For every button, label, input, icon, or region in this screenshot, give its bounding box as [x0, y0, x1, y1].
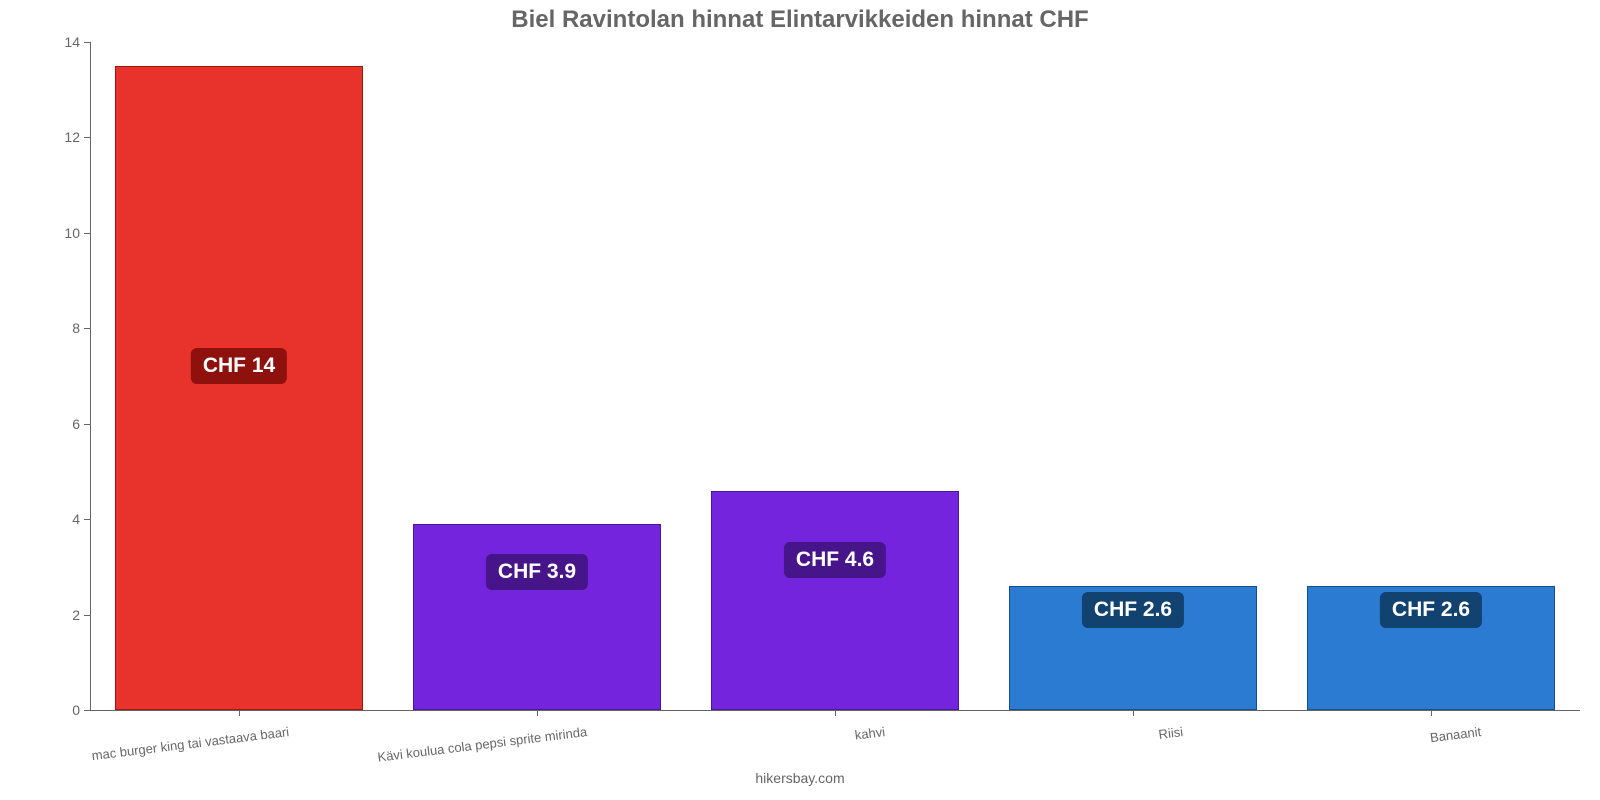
y-tick-label: 8 [40, 320, 80, 336]
y-tick-mark [84, 615, 90, 616]
y-axis-line [90, 42, 91, 710]
y-tick-mark [84, 233, 90, 234]
y-tick-mark [84, 137, 90, 138]
value-badge: CHF 3.9 [486, 554, 588, 590]
value-badge: CHF 4.6 [784, 542, 886, 578]
y-tick-label: 10 [40, 225, 80, 241]
value-badge: CHF 14 [191, 348, 287, 384]
y-tick-label: 2 [40, 607, 80, 623]
x-tick-mark [1431, 710, 1432, 716]
y-tick-label: 0 [40, 702, 80, 718]
x-tick-mark [239, 710, 240, 716]
x-tick-mark [1133, 710, 1134, 716]
y-tick-mark [84, 710, 90, 711]
y-tick-label: 4 [40, 511, 80, 527]
y-tick-label: 14 [40, 34, 80, 50]
y-tick-mark [84, 519, 90, 520]
bar [711, 491, 958, 710]
price-bar-chart: Biel Ravintolan hinnat Elintarvikkeiden … [0, 0, 1600, 800]
y-tick-mark [84, 328, 90, 329]
chart-title: Biel Ravintolan hinnat Elintarvikkeiden … [0, 6, 1600, 34]
x-tick-mark [537, 710, 538, 716]
x-tick-mark [835, 710, 836, 716]
value-badge: CHF 2.6 [1082, 592, 1184, 628]
y-tick-mark [84, 424, 90, 425]
y-tick-label: 12 [40, 129, 80, 145]
value-badge: CHF 2.6 [1380, 592, 1482, 628]
y-tick-mark [84, 42, 90, 43]
y-tick-label: 6 [40, 416, 80, 432]
bar [115, 66, 362, 710]
bar [413, 524, 660, 710]
plot-area: 02468101214CHF 14mac burger king tai vas… [90, 42, 1580, 710]
attribution-text: hikersbay.com [0, 770, 1600, 786]
